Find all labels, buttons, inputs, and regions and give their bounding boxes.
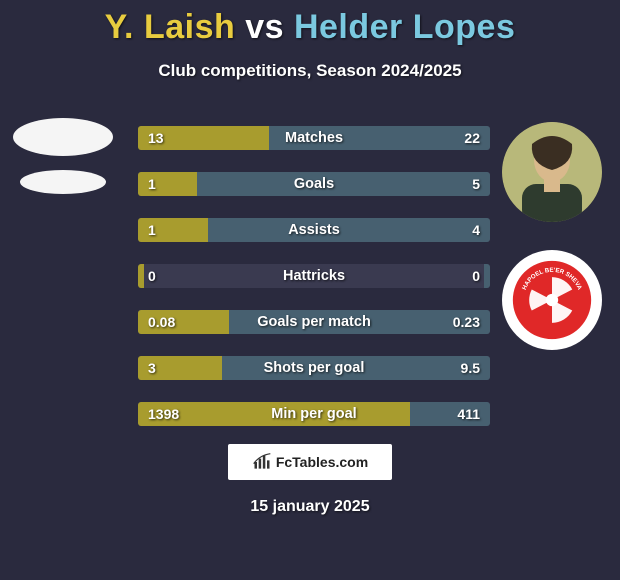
stat-row: 1Assists4 <box>138 218 490 242</box>
stat-label: Shots per goal <box>138 356 490 380</box>
fctables-text: FcTables.com <box>276 454 368 470</box>
stat-value-right: 22 <box>464 126 480 150</box>
stat-label: Min per goal <box>138 402 490 426</box>
stat-label: Matches <box>138 126 490 150</box>
stat-row: 13Matches22 <box>138 126 490 150</box>
player-a-avatar-placeholder <box>13 118 113 156</box>
fctables-logo[interactable]: FcTables.com <box>228 444 392 480</box>
player-b-club-badge: HAPOEL BE'ER SHEVA <box>502 250 602 350</box>
stat-label: Hattricks <box>138 264 490 288</box>
vs-text: vs <box>235 8 294 46</box>
stat-value-right: 411 <box>457 402 480 426</box>
subtitle: Club competitions, Season 2024/2025 <box>0 61 620 81</box>
stat-row: 0Hattricks0 <box>138 264 490 288</box>
stat-value-right: 5 <box>472 172 480 196</box>
stat-label: Goals per match <box>138 310 490 334</box>
player-b-column: HAPOEL BE'ER SHEVA <box>502 122 602 350</box>
player-a-name: Y. Laish <box>105 8 236 46</box>
stat-value-right: 0 <box>472 264 480 288</box>
stat-value-right: 9.5 <box>461 356 480 380</box>
stat-value-right: 4 <box>472 218 480 242</box>
player-b-name: Helder Lopes <box>294 8 515 46</box>
player-a-column <box>8 118 118 194</box>
stat-value-right: 0.23 <box>453 310 480 334</box>
stat-row: 1Goals5 <box>138 172 490 196</box>
page-title: Y. Laish vs Helder Lopes <box>0 0 620 47</box>
stat-label: Goals <box>138 172 490 196</box>
player-b-avatar <box>502 122 602 222</box>
stat-bars: 13Matches22 1Goals5 1Assists4 0Hattricks0 0.… <box>138 126 490 448</box>
stat-label: Assists <box>138 218 490 242</box>
stat-row: 0.08Goals per match0.23 <box>138 310 490 334</box>
stat-row: 1398Min per goal411 <box>138 402 490 426</box>
chart-icon <box>252 452 272 472</box>
date-text: 15 january 2025 <box>0 498 620 516</box>
stat-row: 3Shots per goal9.5 <box>138 356 490 380</box>
player-a-club-badge-placeholder <box>20 170 106 194</box>
